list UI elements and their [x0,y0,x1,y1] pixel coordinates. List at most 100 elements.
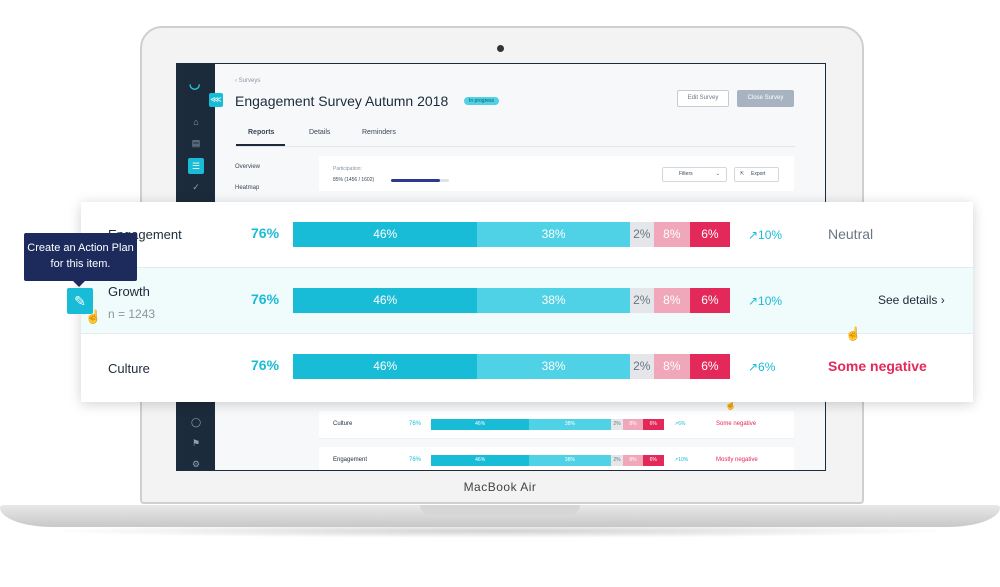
laptop-notch [420,505,580,515]
hand-cursor-icon: ☝ [85,309,102,324]
mini-row-engagement[interactable]: Engagement 76% 46% 38% 2% 8% 6% ↗10% Mostly … [319,447,794,470]
mini-row-name: Culture [333,421,353,427]
segment-favorable: 38% [477,354,630,379]
segment-unfavorable: 8% [653,222,690,247]
segment-very-unfavorable: 6% [642,455,664,466]
see-details-label: See details [878,293,938,307]
camera [497,45,504,52]
row-name: Growth [108,284,150,299]
nav-heatmap[interactable]: Heatmap [235,185,260,191]
laptop-base [0,505,1000,527]
segment-very-favorable: 46% [293,354,478,379]
tab-divider [235,146,795,147]
mini-row-bar: 46% 38% 2% 8% 6% [431,455,664,466]
segment-very-unfavorable: 6% [642,419,664,430]
row-growth[interactable]: Growth n = 1243 76% 46% 38% 2% 8% 6% ↗10% Se… [81,268,973,334]
row-favorable-pct: 76% [251,291,280,307]
segment-favorable: 38% [529,455,611,466]
row-trend: ↗10% [748,228,783,242]
wrench-icon: ✎ [74,293,86,309]
filters-label: Filters [679,171,693,177]
segment-very-favorable: 46% [293,222,478,247]
brand-label: MacBook Air [463,480,537,494]
segment-unfavorable: 8% [653,288,690,313]
mini-row-culture[interactable]: Culture 76% 46% 38% 2% 8% 6% ↗6% Some negati… [319,411,794,439]
segment-unfavorable: 8% [623,455,643,466]
mini-row-sentiment: Mostly negative [716,457,758,463]
segment-very-unfavorable: 6% [689,354,730,379]
mini-row-trend: ↗10% [674,457,689,463]
survey-icon[interactable]: ☰ [188,158,204,174]
clipboard-icon[interactable]: ▤ [191,138,201,148]
pointer-cursor-icon: ☝ [845,326,862,341]
mini-row-pct: 76% [409,457,422,463]
check-icon[interactable]: ✓ [192,182,200,192]
row-distribution-bar: 46% 38% 2% 8% 6% [293,354,730,379]
participation-label: Participation: [333,166,362,172]
mini-row-pct: 76% [409,421,422,427]
segment-very-favorable: 46% [431,419,530,430]
row-sentiment: Some negative [828,358,927,374]
segment-very-favorable: 46% [293,288,478,313]
row-favorable-pct: 76% [251,225,280,241]
chevron-down-icon: ⌄ [715,171,720,177]
segment-very-unfavorable: 6% [689,222,730,247]
export-button[interactable]: ⇱ Export [734,167,779,182]
segment-favorable: 38% [529,419,611,430]
action-plan-button[interactable]: ✎ [67,288,93,314]
mini-row-name: Engagement [333,457,368,463]
row-culture[interactable]: Culture 76% 46% 38% 2% 8% 6% ↗6% Some negati… [81,334,973,400]
row-engagement[interactable]: Engagement 76% 46% 38% 2% 8% 6% ↗10% Neutral [81,202,973,268]
pointer-cursor-icon: ☝ [725,400,737,410]
row-distribution-bar: 46% 38% 2% 8% 6% [293,222,730,247]
segment-neutral: 2% [629,354,654,379]
tooltip-arrow [73,281,85,287]
dashboard-icon[interactable]: ⌂ [193,117,199,127]
mini-row-sentiment: Some negative [716,421,757,427]
settings-icon[interactable]: ⚙ [191,459,201,469]
edit-survey-button[interactable]: Edit Survey [677,90,729,107]
segment-favorable: 38% [477,222,630,247]
segment-very-unfavorable: 6% [689,288,730,313]
row-name: Culture [108,361,150,376]
row-sentiment: Neutral [828,226,874,242]
filters-button[interactable]: Filters ⌄ [662,167,727,182]
segment-neutral: 2% [610,455,624,466]
status-badge: In progress [464,97,500,105]
segment-neutral: 2% [610,419,624,430]
tab-details[interactable]: Details [309,129,331,136]
row-trend: ↗6% [748,360,776,374]
segment-neutral: 2% [629,222,654,247]
row-trend: ↗10% [748,294,783,308]
nav-overview[interactable]: Overview [235,164,261,170]
breadcrumb[interactable]: ‹ Surveys [235,78,261,84]
row-count: n = 1243 [108,307,156,321]
mini-row-trend: ↗6% [674,421,686,427]
page-title: Engagement Survey Autumn 2018 [235,93,449,109]
segment-unfavorable: 8% [653,354,690,379]
segment-neutral: 2% [629,288,654,313]
segment-very-favorable: 46% [431,455,530,466]
participation-bar-fill [391,179,441,182]
tab-reports[interactable]: Reports [248,129,275,136]
tab-reminders[interactable]: Reminders [362,129,396,136]
export-label: Export [751,171,766,177]
mini-row-bar: 46% 38% 2% 8% 6% [431,419,664,430]
segment-unfavorable: 8% [623,419,643,430]
chevron-right-icon: › [940,293,945,307]
laptop-shadow [40,524,960,538]
segment-favorable: 38% [477,288,630,313]
logo-icon[interactable]: ◡ [189,76,201,91]
flag-icon[interactable]: ⚑ [191,438,201,448]
export-icon: ⇱ [740,171,745,177]
active-tab-indicator [236,144,285,146]
user-icon[interactable]: ◯ [190,417,202,427]
action-plan-tooltip: Create an Action Plan for this item. [24,233,137,281]
results-card: Engagement 76% 46% 38% 2% 8% 6% ↗10% Neutral… [81,202,973,402]
see-details-link[interactable]: See details › [878,293,945,307]
participation-bar [391,179,449,182]
menu-toggle-icon[interactable]: ⋘ [209,93,223,107]
close-survey-button[interactable]: Close Survey [737,90,794,107]
participation-value: 85% (1456 / 1602) [333,177,375,183]
